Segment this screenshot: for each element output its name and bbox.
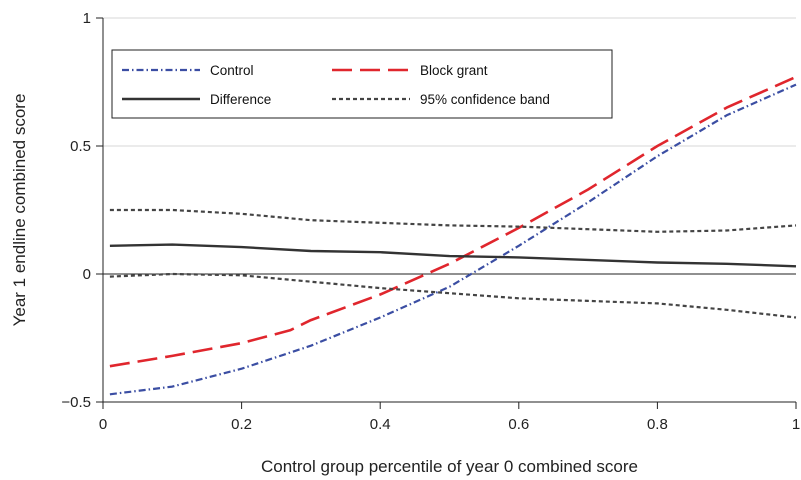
series-line-control-0 xyxy=(109,83,797,396)
x-tick-label: 0 xyxy=(99,416,107,433)
y-axis-title: Year 1 endline combined score xyxy=(10,94,29,327)
x-axis-title: Control group percentile of year 0 combi… xyxy=(261,457,638,476)
series-line-block-grant-1 xyxy=(109,75,797,368)
series-line-95-confidence-band-4 xyxy=(109,272,797,319)
series-line-95-confidence-band-3 xyxy=(109,208,797,233)
x-tick-label: 1 xyxy=(792,416,800,433)
x-tick-label: 0.8 xyxy=(647,416,668,433)
legend-label: 95% confidence band xyxy=(420,92,550,107)
legend-label: Block grant xyxy=(420,63,488,78)
series-layer xyxy=(109,75,797,396)
series-line-difference-2 xyxy=(109,243,797,268)
x-tick-label: 0.4 xyxy=(370,416,391,433)
y-tick-label: 0 xyxy=(83,266,91,283)
y-tick-label: 0.5 xyxy=(70,138,91,155)
y-tick-label: −0.5 xyxy=(61,394,91,411)
legend: Control Block grant Difference 95% confiden… xyxy=(111,49,613,119)
y-tick-label: 1 xyxy=(83,10,91,27)
x-tick-label: 0.6 xyxy=(508,416,529,433)
legend-label: Difference xyxy=(210,92,271,107)
legend-box xyxy=(111,49,613,119)
x-tick-label: 0.2 xyxy=(231,416,252,433)
legend-label: Control xyxy=(210,63,254,78)
